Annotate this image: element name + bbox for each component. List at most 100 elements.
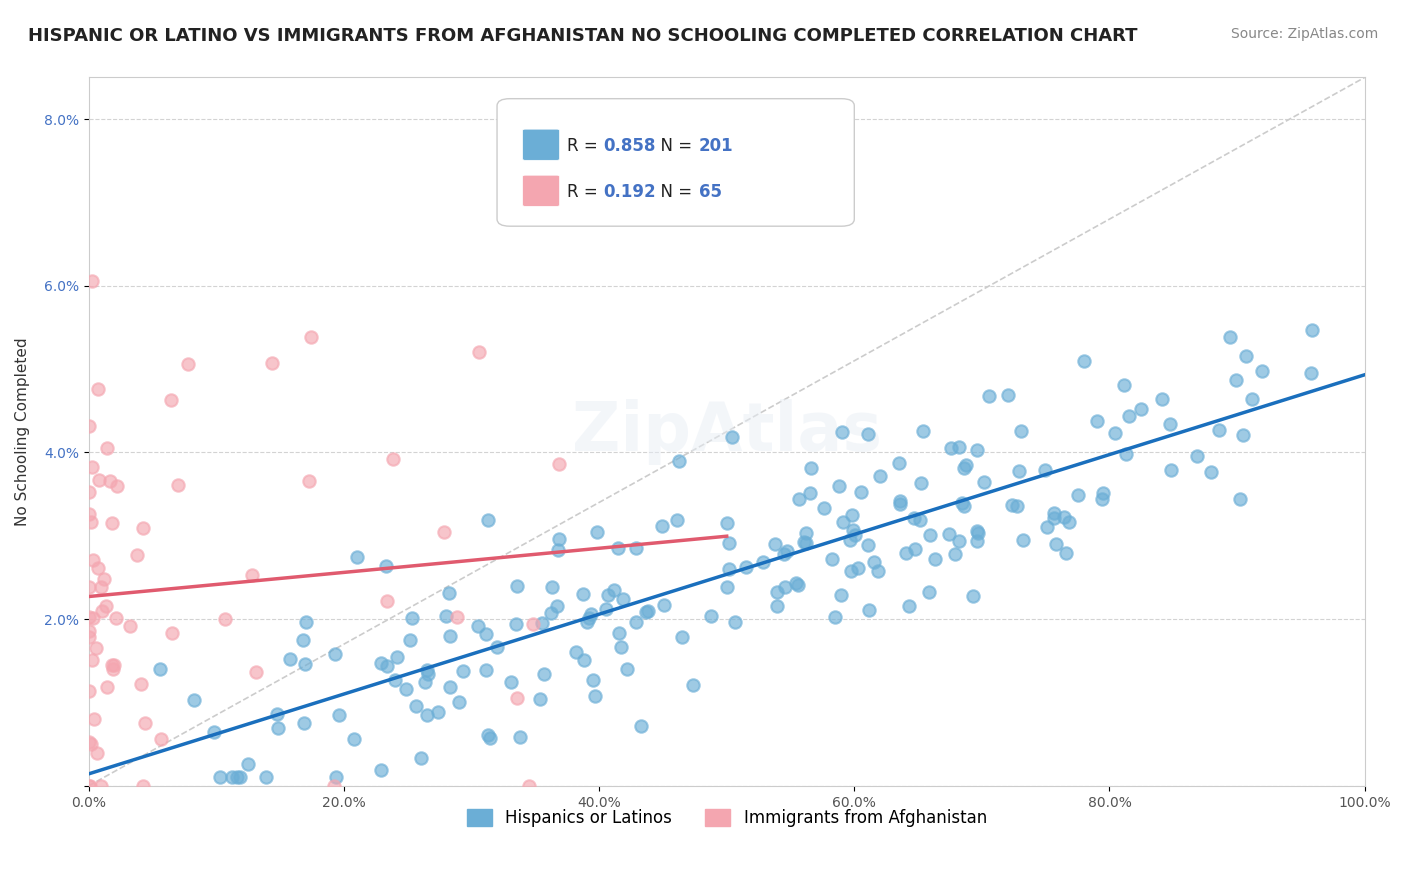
Point [77,683,100,698]
Point [93,572,115,586]
Point [1092,485,1115,500]
Point [1118,409,1140,424]
Point [214,612,236,626]
Point [395,682,418,697]
Point [96,441,118,455]
Point [485,640,508,654]
Point [323,647,346,661]
Point [955,458,977,472]
Point [83,712,105,726]
Point [80,737,103,751]
Point [858,603,880,617]
Point [1010,424,1032,438]
Point [167,477,190,491]
Point [1005,499,1028,513]
Point [105,479,128,493]
Point [1219,330,1241,344]
Point [1159,417,1181,431]
Point [529,692,551,706]
Point [575,615,598,630]
Point [86,746,108,760]
Point [752,555,775,569]
Point [903,511,925,525]
Text: R =: R = [567,183,603,202]
Point [209,771,232,785]
Point [938,527,960,541]
Point [240,567,263,582]
Point [1043,506,1066,520]
Point [90,580,112,594]
Point [824,610,846,624]
Point [451,664,474,678]
Point [346,550,368,565]
Point [517,779,540,793]
Point [475,664,498,678]
Point [298,474,321,488]
Point [793,535,815,549]
Point [763,536,786,550]
Point [401,611,423,625]
Point [77,735,100,749]
Point [101,657,124,672]
Text: 65: 65 [699,183,721,202]
Point [467,619,489,633]
Point [1241,392,1264,406]
Point [924,551,946,566]
Text: N =: N = [650,137,697,155]
Point [787,578,810,592]
Point [844,528,866,542]
Point [506,579,529,593]
Point [449,695,471,709]
Point [904,542,927,557]
Point [77,580,100,594]
Point [1059,515,1081,529]
Point [624,615,647,629]
Point [785,576,807,591]
Point [80,516,103,530]
Point [477,728,499,742]
Point [1160,463,1182,477]
Point [1234,349,1257,363]
Point [120,618,142,632]
Point [103,657,125,672]
Point [77,779,100,793]
Point [439,629,461,643]
Point [813,501,835,516]
Point [863,555,886,569]
Point [547,533,569,547]
Point [962,589,984,603]
Point [787,492,810,507]
Point [1054,546,1077,560]
Point [856,538,879,552]
Point [150,731,173,746]
Point [382,451,405,466]
Point [77,630,100,644]
Point [413,675,436,690]
Point [1104,426,1126,441]
Point [773,547,796,561]
Point [134,716,156,731]
Point [82,611,104,625]
Point [160,625,183,640]
Point [668,454,690,468]
Point [586,524,609,539]
Point [101,516,124,530]
Point [416,666,439,681]
Point [77,507,100,521]
Point [607,626,630,640]
Point [918,584,941,599]
Point [505,616,527,631]
Text: 0.858: 0.858 [603,137,655,155]
Point [96,680,118,694]
Text: HISPANIC OR LATINO VS IMMIGRANTS FROM AFGHANISTAN NO SCHOOLING COMPLETED CORRELA: HISPANIC OR LATINO VS IMMIGRANTS FROM AF… [28,27,1137,45]
Point [299,330,322,344]
Point [522,616,544,631]
Point [82,653,104,667]
Point [842,523,865,537]
Point [416,708,439,723]
Point [616,662,638,676]
Point [225,771,247,785]
Text: 0.192: 0.192 [603,183,655,202]
Point [87,473,110,487]
Point [94,599,117,613]
